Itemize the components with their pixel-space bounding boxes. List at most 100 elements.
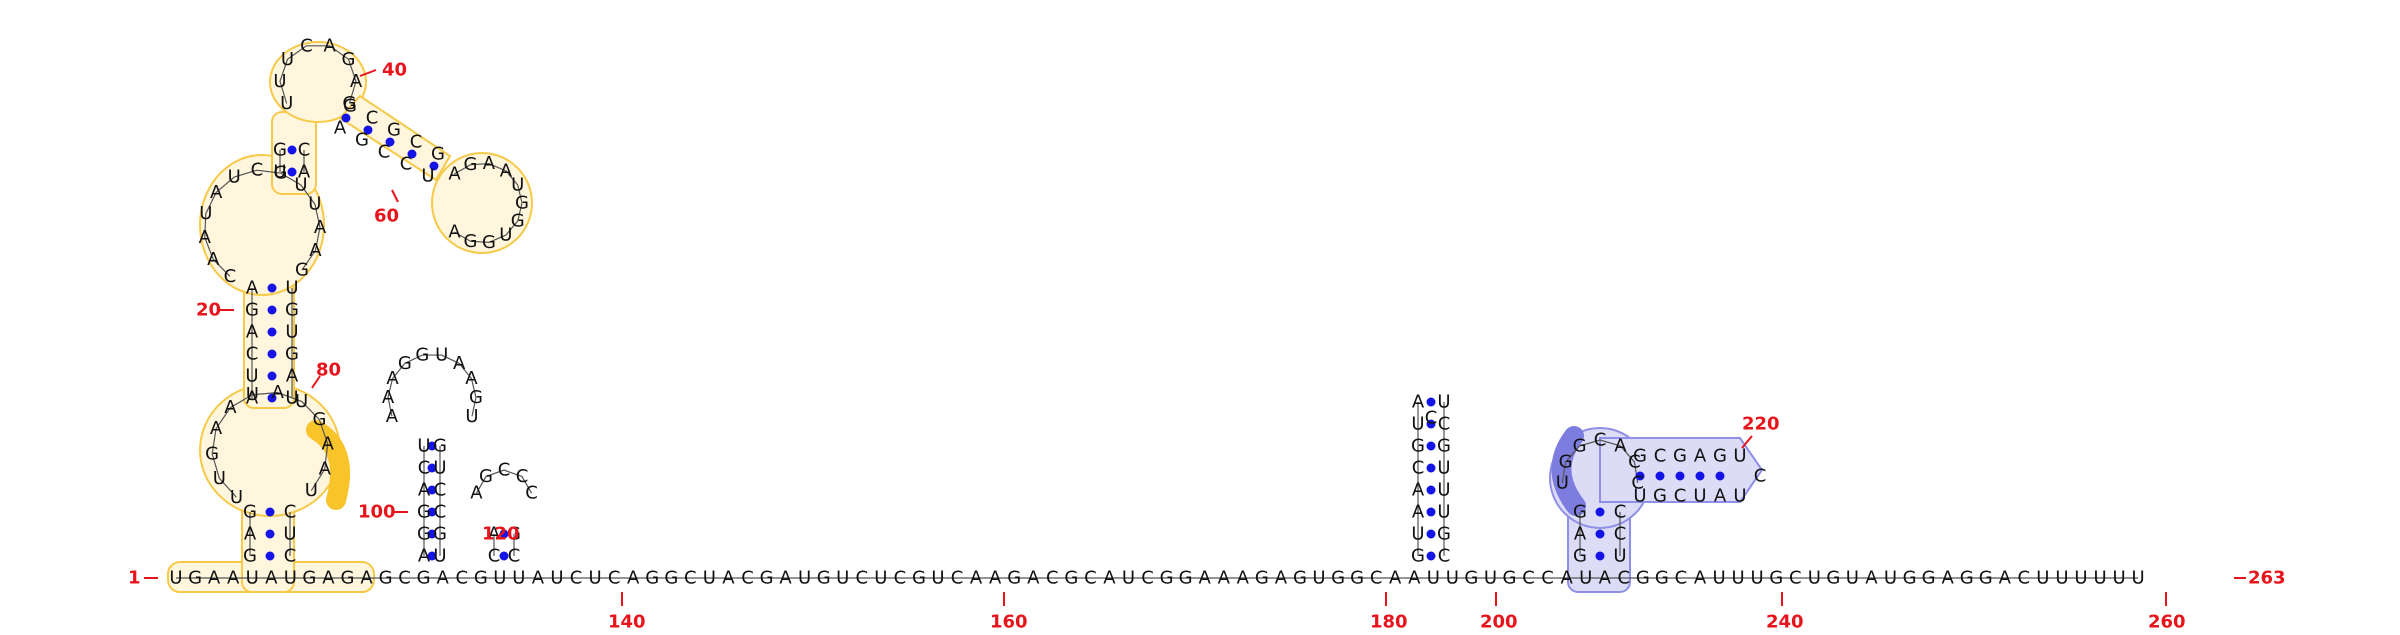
d1-loop-1-nucleotide: A xyxy=(210,418,223,439)
baseline-nucleotide: A xyxy=(722,568,735,589)
d2-arm-pair xyxy=(1656,472,1665,481)
baseline-nucleotide: G xyxy=(1960,568,1974,589)
baseline-nucleotide: U xyxy=(550,568,563,589)
d1-stem-2-pair xyxy=(268,328,277,337)
d1-loop-2-nucleotide: A xyxy=(199,227,212,248)
d1-stem-3-left-nucleotide: G xyxy=(273,140,287,161)
d1-loop-1-nucleotide: G xyxy=(312,409,326,430)
d2-stem-1-pair xyxy=(1596,530,1605,539)
baseline-nucleotide: G xyxy=(1179,568,1193,589)
d1-loop-1-nucleotide: U xyxy=(213,468,226,489)
baseline-nucleotide: G xyxy=(760,568,774,589)
baseline-nucleotide: U xyxy=(703,568,716,589)
d1-loop-3-nucleotide: A xyxy=(350,71,363,92)
stem-100-loop-nucleotide: A xyxy=(465,368,478,389)
baseline-nucleotide: U xyxy=(1446,568,1459,589)
stem-120-right-nucleotide: C xyxy=(508,546,521,567)
baseline-nucleotide: U xyxy=(874,568,887,589)
d1-stem-2-pair xyxy=(268,284,277,293)
baseline-nucleotide: A xyxy=(1694,568,1707,589)
d1-loop-1-nucleotide: A xyxy=(319,459,332,480)
stem-180-left-nucleotide: G xyxy=(1411,546,1425,567)
baseline-nucleotide: G xyxy=(417,568,431,589)
domain-1-highlight xyxy=(168,42,532,592)
stem-180-pair xyxy=(1427,398,1436,407)
stem-100-right-nucleotide: C xyxy=(434,480,447,501)
d1-loop-2-nucleotide: U xyxy=(228,167,241,188)
baseline-nucleotide: C xyxy=(894,568,907,589)
d1-stem-2-pair xyxy=(268,372,277,381)
baseline-nucleotide: G xyxy=(1503,568,1517,589)
stem-180-pair xyxy=(1427,464,1436,473)
stem-180-right-nucleotide: G xyxy=(1437,524,1451,545)
d2-stem-1-right-nucleotide: C xyxy=(1614,524,1627,545)
baseline-nucleotide: A xyxy=(1389,568,1402,589)
d2-arm-top-nucleotide: U xyxy=(1733,446,1746,467)
d1-stem-2-right-nucleotide: A xyxy=(286,366,299,387)
stem-100-loop-nucleotide: U xyxy=(435,345,448,366)
stem-100-loop-nucleotide: A xyxy=(386,406,399,427)
d1-stem-4-bottom-nucleotide: U xyxy=(421,166,434,187)
baseline-nucleotide: U xyxy=(931,568,944,589)
d1-loop-3-nucleotide: A xyxy=(323,35,336,56)
stem-180-pair xyxy=(1427,442,1436,451)
baseline-nucleotide: U xyxy=(1312,568,1325,589)
baseline-nucleotide: G xyxy=(1255,568,1269,589)
baseline-nucleotide: C xyxy=(1141,568,1154,589)
d1-stem-1-right-nucleotide: U xyxy=(283,524,296,545)
d1-stem-2-right-nucleotide: G xyxy=(285,300,299,321)
tick-layer xyxy=(144,70,2246,606)
baseline-nucleotide: A xyxy=(1560,568,1573,589)
d2-arm-pair xyxy=(1716,472,1725,481)
d1-loop-1-nucleotide: U xyxy=(305,480,318,501)
d2-arm-bottom-nucleotide: C xyxy=(1674,486,1687,507)
d2-arm-pair xyxy=(1696,472,1705,481)
d1-stem-2-left-nucleotide: A xyxy=(246,278,259,299)
stem-100-left-nucleotide: G xyxy=(417,502,431,523)
d1-loop-2-nucleotide: U xyxy=(199,203,212,224)
d2-stem-1-left-nucleotide: G xyxy=(1573,502,1587,523)
d1-stem-2-pair xyxy=(268,306,277,315)
stem-180-pair xyxy=(1427,530,1436,539)
d1-loop-4-nucleotide: A xyxy=(448,222,461,243)
baseline-nucleotide: A xyxy=(1865,568,1878,589)
d2-arm-bottom-nucleotide: A xyxy=(1714,486,1727,507)
d1-loop-3-nucleotide: C xyxy=(300,35,313,56)
d1-stem-4-top-nucleotide: C xyxy=(410,132,423,153)
stem-100-right-nucleotide: U xyxy=(433,458,446,479)
d1-stem-4-bottom-nucleotide: G xyxy=(355,130,369,151)
baseline-nucleotide: G xyxy=(1160,568,1174,589)
baseline-nucleotide: A xyxy=(1599,568,1612,589)
label-position-263: 263 xyxy=(2248,568,2286,589)
d1-stem-4-top-nucleotide: G xyxy=(343,96,357,117)
stem-100-left-nucleotide: A xyxy=(418,546,431,567)
baseline-nucleotide: A xyxy=(322,568,335,589)
baseline-nucleotide: C xyxy=(951,568,964,589)
d1-loop-1-nucleotide: A xyxy=(322,433,335,454)
baseline-nucleotide: C xyxy=(455,568,468,589)
baseline-nucleotide: A xyxy=(360,568,373,589)
d2-stem-1-pair xyxy=(1596,552,1605,561)
stem-180-left-nucleotide: U xyxy=(1411,414,1424,435)
d2-arm-top-nucleotide: C xyxy=(1654,446,1667,467)
d1-stem-3-right-nucleotide: C xyxy=(298,140,311,161)
baseline-nucleotide: C xyxy=(1046,568,1059,589)
d1-loop-4-nucleotide: G xyxy=(464,231,478,252)
baseline-nucleotide: C xyxy=(1370,568,1383,589)
d1-stem-1-right-nucleotide: C xyxy=(284,502,297,523)
baseline-nucleotide: G xyxy=(1903,568,1917,589)
label-position-200: 200 xyxy=(1480,612,1518,631)
d1-stem-4-top-nucleotide: G xyxy=(387,120,401,141)
baseline-nucleotide: U xyxy=(2093,568,2106,589)
baseline-nucleotide: U xyxy=(1484,568,1497,589)
baseline-nucleotide: A xyxy=(970,568,983,589)
d1-loop-2-nucleotide: U xyxy=(308,194,321,215)
baseline-nucleotide: A xyxy=(1237,568,1250,589)
d1-stem-3-right-nucleotide: A xyxy=(298,162,311,183)
d2-loop-nucleotide: C xyxy=(1594,430,1607,451)
stem-100-loop-nucleotide: G xyxy=(398,353,412,374)
d1-stem-1-left-nucleotide: G xyxy=(243,546,257,567)
